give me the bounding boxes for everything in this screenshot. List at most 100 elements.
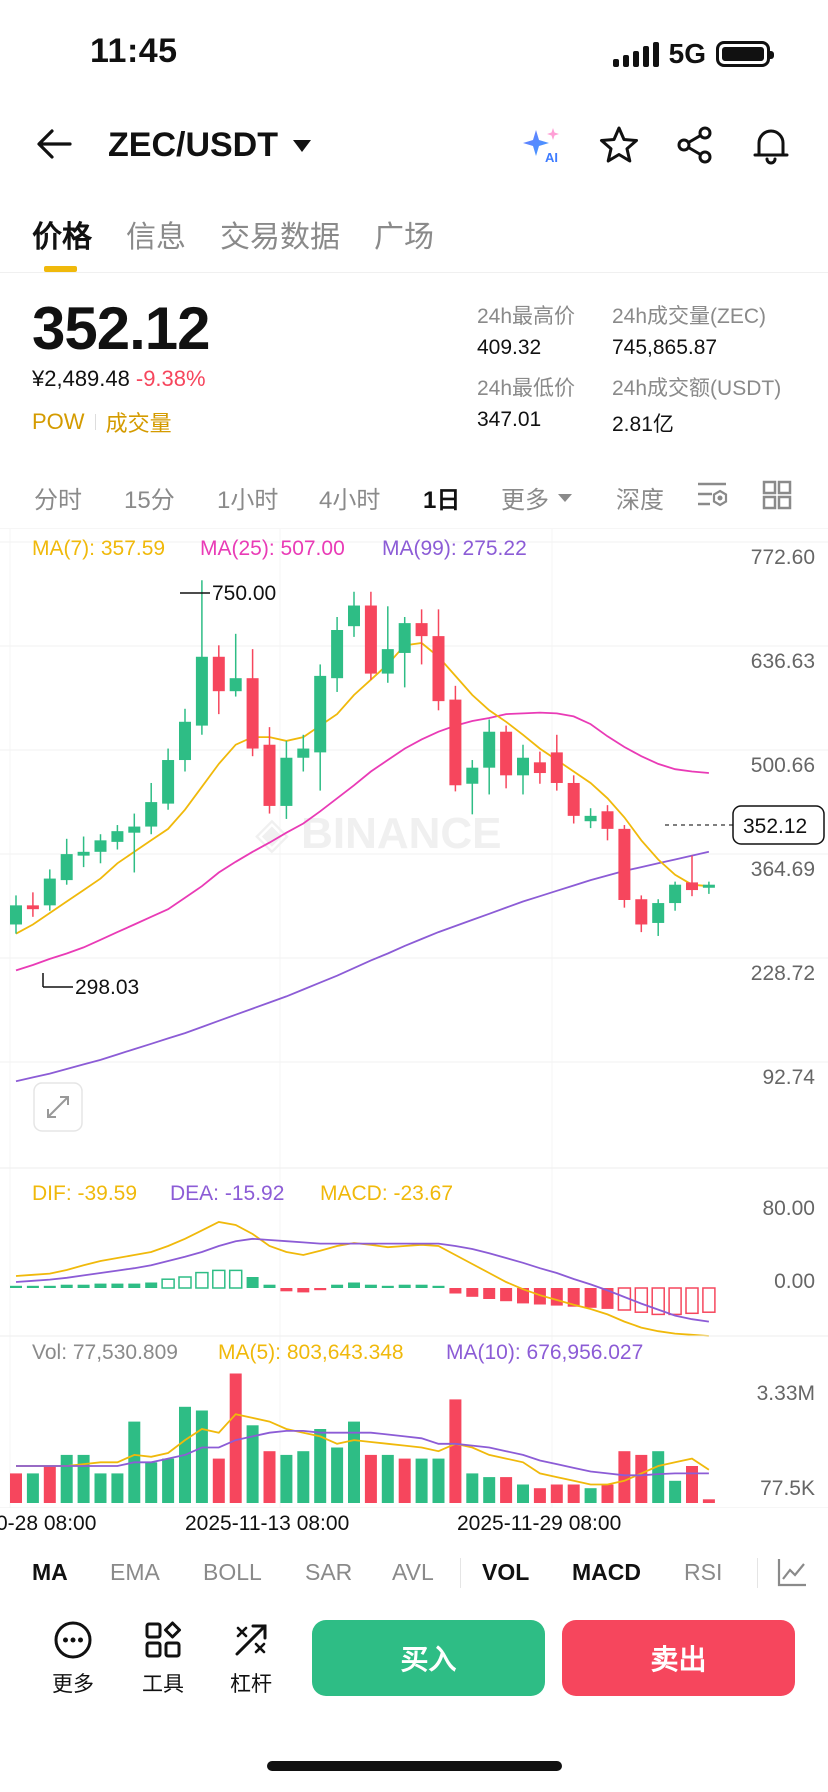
- low-value: 347.01: [477, 408, 542, 431]
- indicator-sar[interactable]: SAR: [305, 1558, 353, 1585]
- tools-button[interactable]: 工具: [142, 1620, 184, 1698]
- macd-bar: [500, 1288, 513, 1302]
- indicator-vol[interactable]: VOL: [482, 1558, 530, 1585]
- interval-1h[interactable]: 1小时: [217, 487, 279, 514]
- ma25-label: MA(25): 507.00: [200, 537, 345, 560]
- macd-bar: [483, 1288, 496, 1299]
- date-label-1: 0-28 08:00: [0, 1512, 97, 1535]
- dif-line: [15, 1221, 709, 1337]
- tab-square[interactable]: 广场: [374, 221, 434, 254]
- macd-bar: [685, 1287, 699, 1315]
- indicator-rsi[interactable]: RSI: [684, 1558, 723, 1585]
- candle: [43, 869, 56, 911]
- candle-body: [212, 656, 225, 692]
- volume-bar: [533, 1488, 546, 1503]
- indicator-boll[interactable]: BOLL: [203, 1558, 262, 1585]
- pair-title: ZEC/USDT: [108, 126, 278, 164]
- macd-bar: [517, 1288, 529, 1304]
- volume-bar: [686, 1466, 698, 1503]
- volume-bar: [280, 1454, 293, 1503]
- interval-more[interactable]: 更多: [501, 480, 573, 515]
- macd-bar: [415, 1284, 428, 1288]
- volume-bar: [669, 1480, 682, 1503]
- macd-bar: [348, 1282, 360, 1288]
- leverage-label: 杠杆: [230, 1673, 272, 1696]
- volume-bar: [246, 1425, 259, 1503]
- candle: [348, 591, 360, 637]
- tab-price[interactable]: 价格: [32, 221, 92, 254]
- volume-bar: [10, 1473, 22, 1503]
- candle-body: [145, 802, 158, 827]
- candle-body: [584, 815, 597, 822]
- candle-body: [280, 757, 293, 806]
- candle-body: [483, 731, 496, 768]
- candle: [94, 834, 107, 864]
- sell-button[interactable]: 卖出: [562, 1620, 795, 1696]
- candle-body: [364, 605, 377, 674]
- ma25-line: [15, 711, 709, 972]
- bell-icon[interactable]: [750, 124, 792, 166]
- candle-body: [635, 899, 648, 925]
- volume-bar: [43, 1466, 56, 1503]
- tab-trading-data[interactable]: 交易数据: [220, 221, 340, 254]
- candle: [331, 616, 344, 692]
- candle: [550, 734, 563, 791]
- volume-bar: [26, 1473, 39, 1503]
- interval-time[interactable]: 分时: [34, 487, 82, 514]
- interval-depth[interactable]: 深度: [616, 487, 664, 514]
- ai-sparkle-icon[interactable]: AI: [522, 124, 564, 166]
- indicator-macd[interactable]: MACD: [572, 1558, 641, 1585]
- volume-bar: [483, 1477, 496, 1503]
- candle-body: [195, 656, 208, 726]
- candle: [517, 744, 529, 795]
- interval-4h[interactable]: 4小时: [319, 487, 381, 514]
- back-arrow-icon[interactable]: [34, 124, 74, 164]
- volume-bar: [601, 1484, 614, 1503]
- expand-button[interactable]: [33, 1082, 83, 1132]
- macd-bar: [195, 1271, 209, 1289]
- candle-body: [686, 882, 698, 891]
- tag-volume[interactable]: 成交量: [105, 411, 172, 436]
- macd-bar: [364, 1284, 377, 1288]
- macd-bar: [280, 1288, 293, 1292]
- candle: [567, 775, 580, 824]
- dea-label: DEA: -15.92: [170, 1182, 284, 1205]
- chart-line-icon[interactable]: [776, 1556, 808, 1588]
- volume-bar: [314, 1429, 327, 1503]
- indicator-ema[interactable]: EMA: [110, 1558, 160, 1585]
- candle: [398, 616, 411, 688]
- star-icon[interactable]: [598, 124, 640, 166]
- ticker-stats: 24h最高价 409.32 24h成交量(ZEC) 745,865.87 24h最低…: [477, 300, 812, 438]
- tag-pow[interactable]: POW: [32, 409, 85, 434]
- indicator-ma[interactable]: MA: [32, 1558, 68, 1585]
- candle: [449, 685, 462, 792]
- macd-bar: [111, 1283, 124, 1288]
- settings-icon[interactable]: [696, 480, 728, 510]
- candle: [415, 609, 428, 665]
- volume-bar: [212, 1458, 225, 1503]
- high-value: 409.32: [477, 336, 542, 359]
- volume-bar: [584, 1488, 597, 1503]
- interval-15m[interactable]: 15分: [124, 487, 175, 514]
- macd-bar: [77, 1284, 90, 1288]
- indicator-avl[interactable]: AVL: [392, 1558, 434, 1585]
- grid-icon[interactable]: [762, 480, 792, 510]
- price-axis-label: 636.63: [751, 650, 815, 673]
- buy-button[interactable]: 买入: [312, 1620, 545, 1696]
- macd-bar: [432, 1285, 445, 1288]
- more-button[interactable]: 更多: [52, 1620, 94, 1698]
- tab-info[interactable]: 信息: [126, 221, 186, 254]
- candle-body: [618, 828, 631, 900]
- vol-axis-bottom: 77.5K: [760, 1477, 815, 1500]
- vol-zec-value: 745,865.87: [612, 336, 718, 359]
- pair-selector[interactable]: ZEC/USDT: [108, 126, 312, 165]
- interval-1d[interactable]: 1日: [423, 487, 461, 514]
- leverage-button[interactable]: 杠杆: [230, 1620, 272, 1698]
- candle-body: [550, 752, 563, 783]
- kline-chart[interactable]: ◈ BINANCE MA(7): 357.59 MA(25): 507.00 M…: [0, 528, 828, 1508]
- candle: [635, 895, 648, 933]
- share-icon[interactable]: [674, 124, 716, 166]
- candle-body: [263, 744, 276, 806]
- candle-body: [179, 721, 191, 761]
- volume-bar: [567, 1484, 580, 1503]
